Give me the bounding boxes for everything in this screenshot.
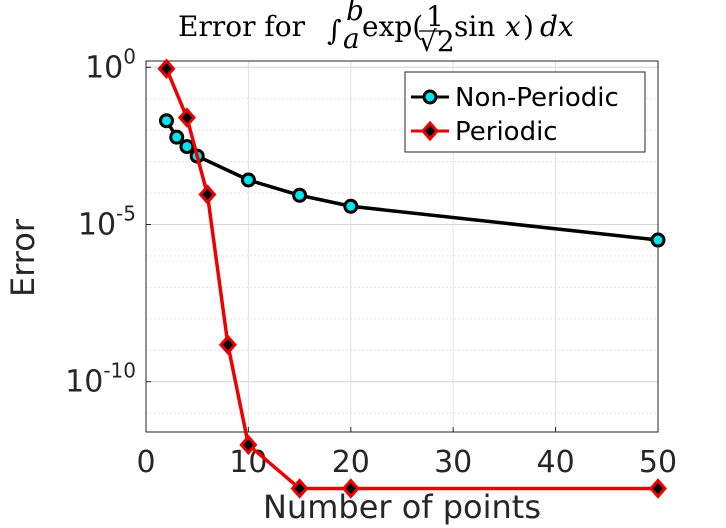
title-fraction-denominator: √2 [419,25,455,58]
data-point-periodic [649,478,667,499]
title-upper-limit: b [346,0,364,27]
data-point-non-periodic [169,129,185,145]
x-tick-label: 20 [332,445,370,480]
data-point-periodic [341,478,360,499]
y-tick-label: 10-10 [65,359,136,400]
legend-marker-periodic [421,120,439,142]
y-tick-label: 100 [85,44,136,85]
title-fraction-numerator: 1 [426,0,444,33]
data-point-periodic [239,434,258,456]
data-point-non-periodic [343,198,359,214]
data-point-non-periodic [240,172,256,188]
title-sin: sin [454,10,495,43]
x-axis: 0 10 20 30 40 50 [136,427,677,480]
data-point-non-periodic [158,113,174,129]
data-point-non-periodic [179,139,195,155]
legend-box [404,71,646,153]
data-point-non-periodic [292,187,308,203]
legend: Non-Periodic Periodic [404,71,646,153]
data-point-periodic [177,107,196,128]
title-dx: dx [540,10,574,43]
data-point-periodic [218,334,237,355]
legend-label-non-periodic: Non-Periodic [455,83,619,113]
data-point-periodic [198,184,217,205]
title-integral-sign: ∫ [327,14,342,47]
x-tick-label: 40 [537,445,575,480]
title-lower-limit: a [343,22,360,55]
x-axis-title: Number of points [263,488,541,526]
y-axis: 100 10-5 10-10 [65,44,151,400]
title-prefix: Error for [178,10,306,43]
legend-marker-non-periodic [422,89,438,105]
x-tick-label: 50 [639,445,677,480]
data-point-periodic [290,478,309,499]
data-point-periodic [157,58,176,80]
grid [145,61,659,432]
y-axis-title: Error [4,218,42,297]
legend-label-periodic: Periodic [455,117,558,147]
title-x: x [505,10,521,43]
series-layer [157,58,667,499]
chart-title: Error for ∫ b a exp( 1 √2 sin x ) dx [178,0,574,58]
x-tick-label: 0 [136,445,155,480]
title-close-paren: ) [523,10,534,43]
y-tick-label: 10-5 [78,201,136,242]
data-point-non-periodic [650,232,666,248]
x-tick-label: 30 [434,445,472,480]
title-exp: exp( [362,10,423,43]
